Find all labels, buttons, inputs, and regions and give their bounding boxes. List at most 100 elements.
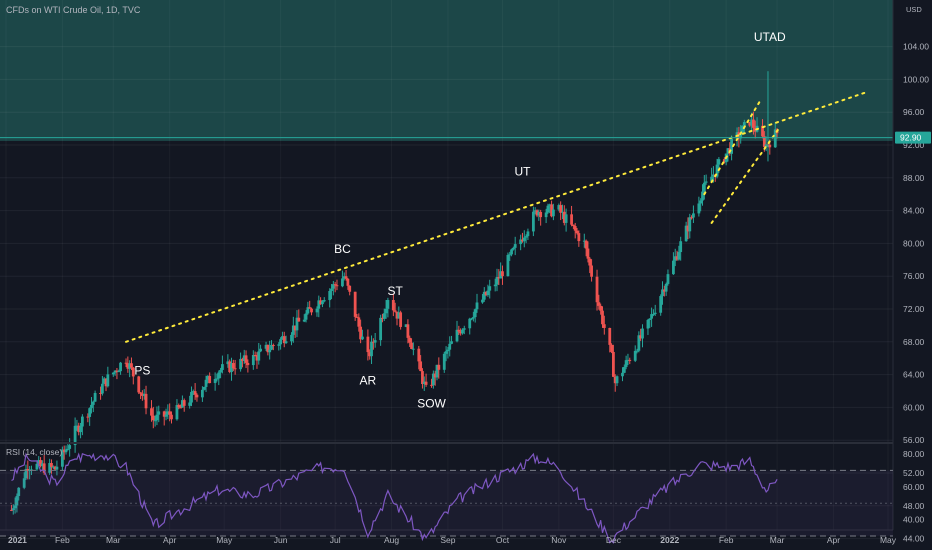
- candle-body: [564, 214, 568, 223]
- candle-body: [433, 373, 437, 378]
- candle: [191, 389, 195, 395]
- candle-body: [55, 466, 59, 470]
- candle-body: [424, 381, 428, 385]
- candle: [304, 310, 308, 323]
- candle-body: [113, 370, 117, 373]
- resistance-zone: [0, 0, 893, 141]
- candle: [13, 497, 17, 514]
- candle: [51, 465, 55, 470]
- candle: [704, 174, 708, 185]
- candle: [590, 259, 593, 282]
- candle: [462, 325, 466, 335]
- candle-body: [208, 375, 212, 384]
- candle: [764, 136, 768, 152]
- candle: [217, 370, 221, 386]
- candle: [370, 335, 373, 364]
- candle: [342, 272, 346, 281]
- candle: [561, 204, 564, 220]
- candle: [484, 291, 488, 297]
- candle-body: [639, 335, 643, 339]
- candle: [246, 359, 250, 373]
- candle-body: [637, 335, 641, 351]
- candle: [255, 352, 259, 369]
- candle: [266, 344, 270, 356]
- candle: [679, 236, 683, 261]
- candle: [688, 213, 692, 239]
- price-tick-label: 92.00: [903, 140, 925, 150]
- price-tick-label: 48.00: [903, 501, 925, 511]
- candle-body: [102, 378, 106, 384]
- candle: [117, 369, 121, 373]
- candle: [153, 415, 157, 427]
- candle-body: [482, 291, 486, 300]
- candle-body: [344, 276, 348, 279]
- rsi-tick-label: 40.00: [903, 515, 925, 525]
- candle-body: [522, 237, 526, 242]
- candle-body: [404, 324, 408, 327]
- annotation-ps: PS: [134, 364, 150, 378]
- time-tick-label: Aug: [384, 535, 399, 545]
- candle-body: [661, 289, 664, 297]
- candle-body: [241, 358, 244, 361]
- candle: [690, 215, 693, 220]
- candle-body: [368, 352, 372, 357]
- candle-body: [610, 344, 613, 352]
- candle-body: [253, 355, 257, 357]
- candle: [510, 248, 513, 257]
- candle-body: [342, 276, 346, 279]
- candle: [310, 307, 313, 316]
- candle-body: [628, 359, 632, 361]
- candle-body: [293, 325, 297, 331]
- candle: [544, 208, 548, 224]
- candle-body: [652, 313, 655, 315]
- candle-body: [60, 449, 64, 467]
- candle: [537, 209, 541, 221]
- annotation-sow: SOW: [417, 396, 446, 410]
- candle-body: [162, 411, 166, 417]
- candle-body: [384, 308, 388, 314]
- candle: [506, 252, 510, 277]
- candle-body: [582, 240, 586, 242]
- candle: [208, 372, 212, 384]
- candle-body: [773, 129, 777, 148]
- candle-body: [462, 328, 466, 330]
- candle-body: [590, 265, 593, 277]
- candle-body: [690, 217, 693, 219]
- candle-body: [104, 378, 108, 387]
- candle-body: [571, 224, 575, 227]
- candle: [88, 407, 92, 426]
- candle: [335, 279, 339, 291]
- candle: [410, 338, 413, 350]
- candle: [773, 122, 777, 148]
- candle: [522, 230, 526, 248]
- candle: [610, 343, 613, 354]
- candle: [26, 460, 30, 480]
- candle: [206, 374, 210, 384]
- candle-body: [561, 211, 564, 213]
- candle: [379, 314, 383, 346]
- candle: [93, 390, 97, 402]
- candle: [588, 256, 592, 274]
- candle-body: [91, 401, 95, 405]
- candle: [486, 284, 490, 297]
- candle-body: [379, 317, 383, 341]
- candle-body: [624, 360, 628, 368]
- candle: [257, 343, 261, 365]
- candle: [692, 205, 695, 223]
- candle: [526, 228, 530, 241]
- candle: [391, 293, 395, 317]
- candle-body: [333, 284, 337, 286]
- candle-body: [150, 408, 153, 416]
- candle: [393, 302, 397, 313]
- candle: [648, 318, 652, 328]
- candle: [228, 359, 232, 374]
- candle: [384, 299, 388, 319]
- candle-body: [295, 317, 299, 331]
- candle-body: [461, 329, 464, 334]
- candle-body: [357, 317, 361, 327]
- price-tick-label: 76.00: [903, 271, 925, 281]
- candle: [55, 460, 59, 476]
- candle-body: [130, 363, 133, 368]
- candle: [611, 344, 615, 378]
